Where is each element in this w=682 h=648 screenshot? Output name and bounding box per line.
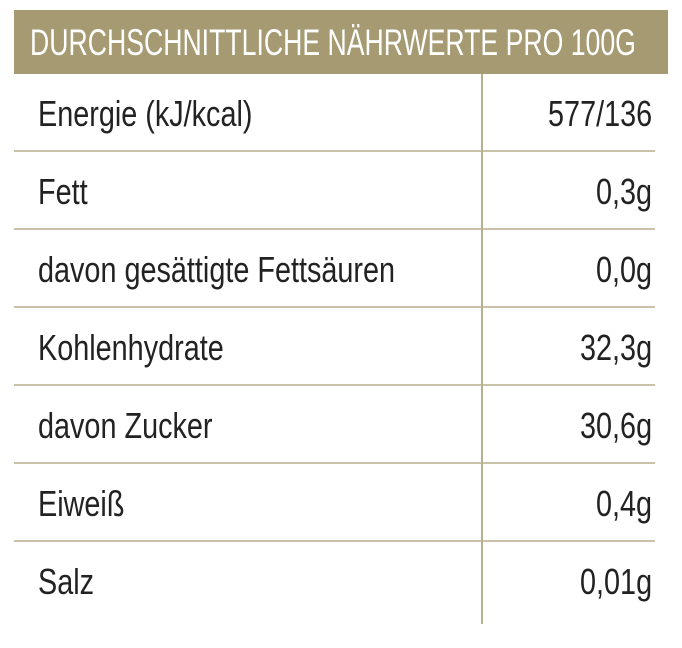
table-title: DURCHSCHNITTLICHE NÄHRWERTE PRO 100G [30, 22, 636, 63]
table-row: Energie (kJ/kcal) 577/136 [14, 74, 655, 152]
nutrient-value: 0,0g [595, 249, 652, 290]
nutrient-name: davon Zucker [38, 405, 213, 446]
nutrient-name: Fett [38, 171, 88, 212]
table-row: Salz 0,01g [14, 542, 655, 620]
table-row: Kohlenhydrate 32,3g [14, 308, 655, 386]
nutrient-name: Kohlenhydrate [38, 327, 224, 368]
nutrient-value: 0,01g [579, 561, 652, 602]
column-divider [481, 74, 483, 624]
table-body: Energie (kJ/kcal) 577/136 Fett 0,3g davon ge… [14, 74, 655, 620]
table-header: DURCHSCHNITTLICHE NÄHRWERTE PRO 100G [14, 10, 668, 74]
table-row: Eiweiß 0,4g [14, 464, 655, 542]
table-row: davon gesättigte Fettsäuren 0,0g [14, 230, 655, 308]
nutrient-name: Salz [38, 561, 95, 602]
table-row: davon Zucker 30,6g [14, 386, 655, 464]
nutrient-value: 0,4g [595, 483, 652, 524]
nutrient-value: 577/136 [547, 93, 652, 134]
table-row: Fett 0,3g [14, 152, 655, 230]
nutrient-value: 0,3g [595, 171, 652, 212]
nutrient-value: 30,6g [579, 405, 652, 446]
nutrient-name: davon gesättigte Fettsäuren [38, 249, 396, 290]
nutrition-table: DURCHSCHNITTLICHE NÄHRWERTE PRO 100G Ene… [14, 10, 668, 624]
nutrient-value: 32,3g [579, 327, 652, 368]
nutrient-name: Eiweiß [38, 483, 125, 524]
nutrient-name: Energie (kJ/kcal) [38, 93, 253, 134]
